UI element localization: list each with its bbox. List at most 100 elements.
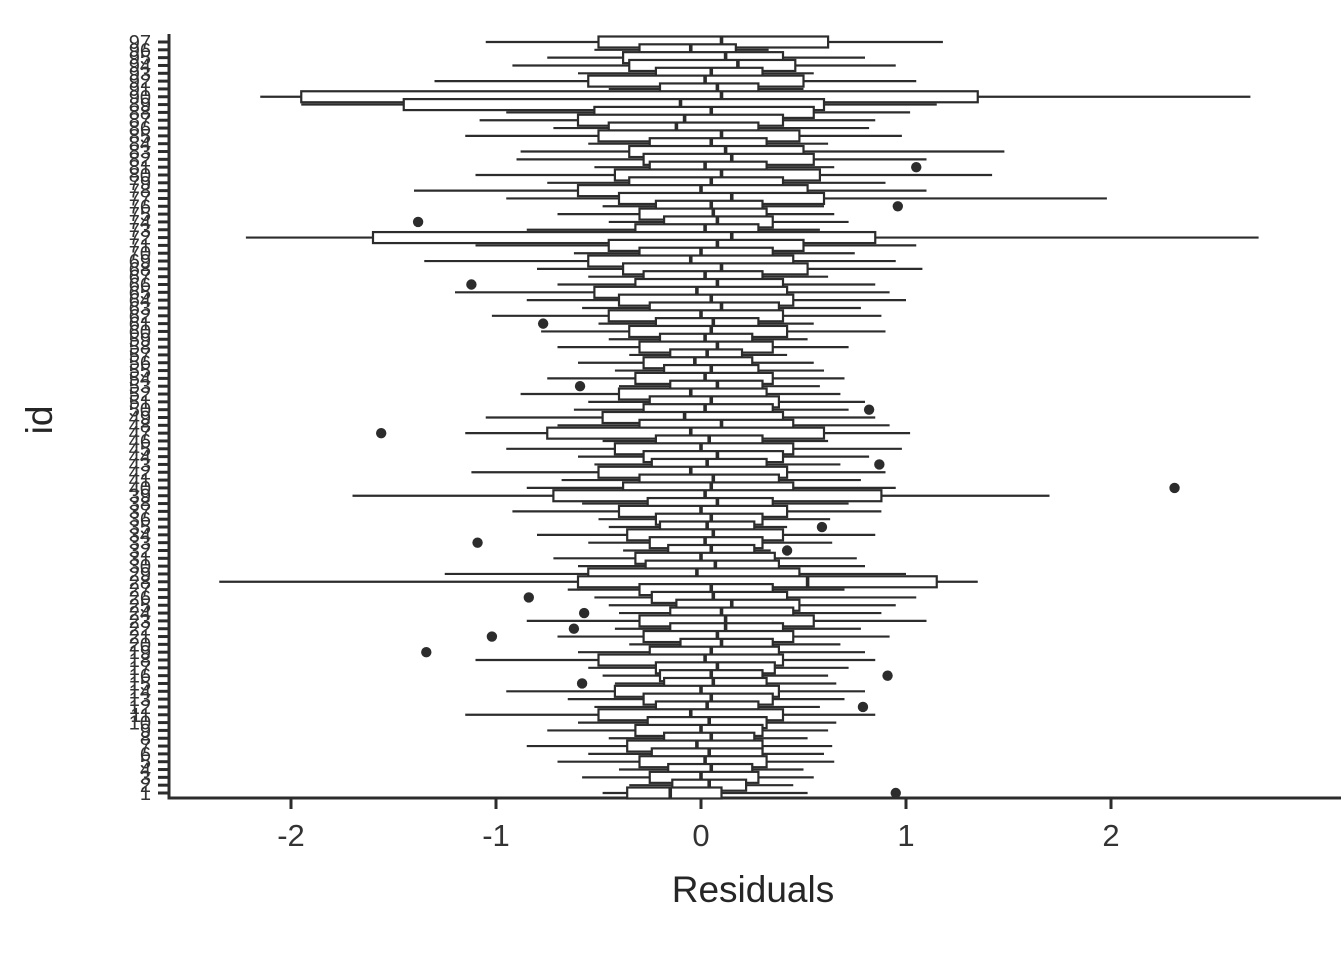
y-tick-label: 44: [129, 447, 151, 469]
y-tick-label: 11: [130, 705, 151, 727]
y-tick-label: 65: [129, 282, 151, 304]
y-tick-label: 80: [129, 165, 151, 187]
outlier-point: [574, 381, 586, 392]
y-tick-label: 24: [129, 603, 151, 625]
outlier-point: [466, 279, 477, 290]
outlier-point: [781, 545, 793, 556]
y-tick-label: 93: [129, 63, 151, 85]
x-tick-label: -2: [277, 818, 305, 853]
y-tick-label: 48: [129, 415, 151, 437]
y-tick-label: 68: [129, 259, 151, 281]
outlier-point: [376, 427, 387, 439]
y-tick-label: 14: [129, 681, 151, 703]
y-tick-label: 73: [129, 220, 151, 242]
y-tick-label: 82: [129, 149, 151, 171]
y-tick-label: 75: [129, 204, 151, 226]
outlier-point: [568, 623, 580, 634]
y-tick-label: 43: [129, 454, 151, 476]
outlier-point: [486, 631, 498, 642]
y-tick-label: 74: [129, 212, 151, 234]
y-tick-label: 50: [129, 400, 151, 422]
y-tick-label: 91: [129, 79, 151, 101]
outlier-point: [863, 404, 875, 415]
y-tick-label: 52: [129, 384, 151, 406]
y-tick-label: 45: [129, 439, 151, 461]
outlier-point: [523, 592, 534, 603]
y-tick-label: 58: [129, 337, 151, 359]
y-tick-label: 27: [129, 580, 151, 602]
y-tick-label: 77: [129, 188, 151, 210]
y-tick-label: 84: [129, 134, 151, 156]
y-tick-label: 62: [129, 306, 151, 328]
y-tick-label: 38: [129, 494, 151, 516]
outlier-point: [1169, 482, 1180, 494]
outlier-point: [412, 216, 424, 228]
outlier-point: [578, 607, 590, 619]
y-tick-label: 60: [129, 321, 151, 343]
y-tick-label: 87: [129, 110, 151, 132]
outlier-point: [857, 701, 869, 713]
outlier-point: [882, 670, 893, 681]
y-tick-label: 6: [140, 744, 151, 766]
y-tick-label: 42: [129, 462, 151, 484]
y-tick-label: 37: [129, 501, 151, 523]
y-tick-label: 19: [129, 642, 151, 664]
y-tick-label: 4: [140, 760, 151, 782]
y-tick-label: 56: [129, 353, 151, 375]
y-tick-label: 53: [129, 376, 151, 398]
y-tick-label: 78: [129, 181, 151, 203]
y-tick-label: 39: [129, 486, 151, 508]
y-tick-label: 23: [129, 611, 151, 633]
y-tick-label: 72: [129, 228, 151, 250]
y-tick-label: 85: [129, 126, 151, 148]
y-tick-label: 35: [129, 517, 151, 539]
y-tick-label: 47: [129, 423, 151, 445]
y-tick-label: 69: [129, 251, 151, 273]
outlier-point: [576, 678, 588, 689]
y-tick-label: 83: [129, 142, 151, 164]
y-tick-label: 89: [129, 95, 151, 117]
outlier-point: [890, 787, 901, 799]
y-tick-label: 55: [129, 361, 151, 383]
y-tick-label: 33: [129, 533, 151, 555]
y-tick-label: 8: [140, 728, 151, 750]
x-tick-label: 2: [1102, 818, 1119, 853]
y-tick-label: 71: [129, 235, 151, 257]
outlier-point: [537, 318, 549, 329]
y-tick-label: 63: [129, 298, 151, 320]
plot-area: 9796959493929190898887868584838281807978…: [129, 32, 1341, 853]
y-tick-label: 7: [140, 736, 151, 758]
y-tick-label: 54: [129, 368, 151, 390]
y-tick-label: 29: [129, 564, 151, 586]
y-tick-label: 46: [129, 431, 151, 453]
y-tick-label: 31: [129, 548, 151, 570]
outlier-point: [472, 537, 483, 548]
y-tick-label: 34: [129, 525, 151, 547]
y-tick-label: 3: [140, 767, 151, 789]
y-tick-label: 94: [129, 55, 151, 77]
y-tick-label: 61: [129, 314, 151, 336]
y-tick-label: 30: [129, 556, 151, 578]
x-tick-label: -1: [482, 818, 510, 853]
x-axis-title: Residuals: [672, 869, 834, 910]
y-tick-label: 10: [129, 713, 151, 735]
y-tick-label: 17: [129, 658, 151, 680]
y-tick-label: 57: [129, 345, 151, 367]
outlier-point: [421, 646, 432, 658]
y-tick-label: 40: [129, 478, 151, 500]
y-tick-label: 36: [129, 509, 151, 531]
y-tick-label: 12: [129, 697, 151, 719]
outlier-point: [911, 161, 922, 173]
y-tick-label: 16: [129, 666, 151, 688]
y-tick-label: 90: [129, 87, 151, 109]
y-tick-label: 51: [129, 392, 151, 414]
y-tick-label: 66: [129, 275, 151, 297]
y-tick-label: 21: [129, 627, 151, 649]
y-tick-label: 28: [129, 572, 151, 594]
y-tick-label: 70: [129, 243, 151, 265]
y-tick-label: 96: [129, 40, 151, 62]
y-tick-label: 25: [129, 595, 151, 617]
y-tick-label: 97: [129, 32, 151, 54]
